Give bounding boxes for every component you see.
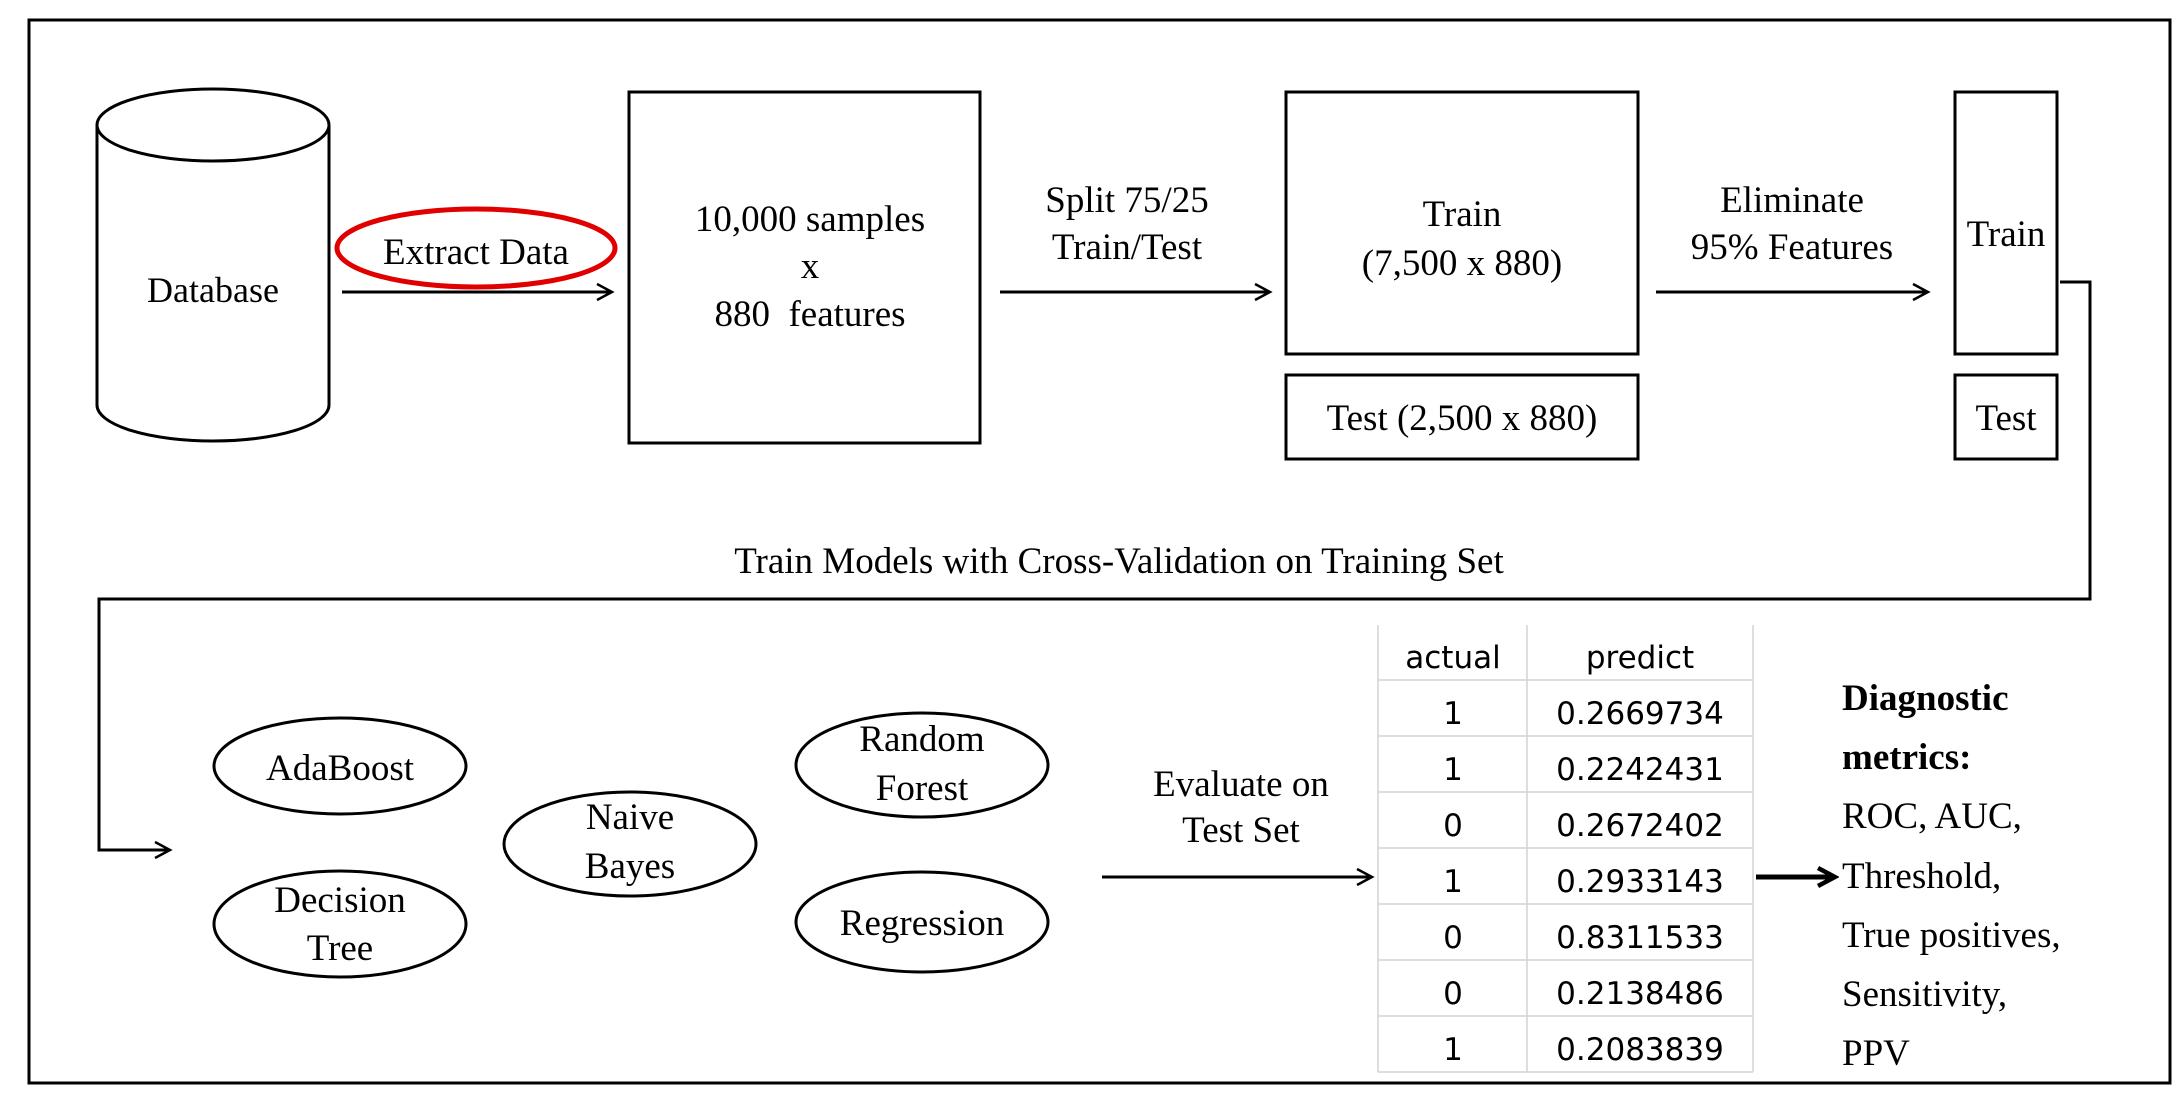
metrics-item: PPV	[1842, 1033, 1910, 1074]
metrics-item: True positives,	[1842, 915, 2061, 956]
samples-box	[627, 90, 982, 445]
results-table: actual predict 1 0.2669734 1 0.2242431 0…	[1377, 625, 1754, 1073]
row6-predict: 0.2138486	[1556, 976, 1724, 1012]
outer-frame	[27, 18, 2172, 1085]
test-small-box	[1953, 373, 2059, 461]
metrics-title-line1: Diagnostic	[1842, 678, 2009, 719]
metrics-item: Threshold,	[1842, 856, 2001, 897]
regression-ellipse	[794, 870, 1050, 974]
row7-predict: 0.2083839	[1556, 1032, 1724, 1068]
decision-tree-ellipse	[212, 869, 468, 979]
extract-data-label: Extract Data	[383, 232, 569, 273]
header-actual: actual	[1405, 640, 1500, 676]
samples-line1: 10,000 samples	[695, 199, 925, 240]
row4-predict: 0.2933143	[1556, 864, 1724, 900]
random-forest-line1: Random	[859, 719, 985, 760]
train-box	[1284, 90, 1640, 356]
train-small-label: Train	[1967, 214, 2046, 255]
row6-actual: 0	[1443, 976, 1463, 1012]
decision-tree-line2: Tree	[307, 928, 373, 969]
regression-label: Regression	[840, 903, 1004, 944]
train-box-line1: Train	[1423, 194, 1502, 235]
train-box-line2: (7,500 x 880)	[1362, 243, 1562, 284]
test-box	[1284, 373, 1640, 461]
extract-highlight-ellipse	[334, 206, 618, 290]
random-forest-ellipse	[794, 711, 1050, 819]
row4-actual: 1	[1443, 864, 1463, 900]
cv-connector-arrow	[97, 280, 2092, 860]
evaluate-line2: Test Set	[1182, 810, 1300, 851]
metrics-item: ROC, AUC,	[1842, 796, 2022, 837]
database-cylinder: Database	[95, 87, 331, 443]
row1-actual: 1	[1443, 696, 1463, 732]
train-small-box	[1953, 90, 2059, 356]
naive-bayes-line2: Bayes	[585, 846, 675, 887]
evaluate-line1: Evaluate on	[1153, 764, 1329, 805]
naive-bayes-ellipse	[502, 790, 758, 898]
adaboost-label: AdaBoost	[266, 748, 415, 789]
metrics-item: Sensitivity,	[1842, 974, 2007, 1015]
naive-bayes-line1: Naive	[586, 797, 674, 838]
row5-actual: 0	[1443, 920, 1463, 956]
eliminate-line1: Eliminate	[1720, 180, 1864, 221]
row7-actual: 1	[1443, 1032, 1463, 1068]
samples-line3: 880 features	[714, 294, 905, 335]
row2-predict: 0.2242431	[1556, 752, 1724, 788]
header-predict: predict	[1586, 640, 1694, 676]
test-small-label: Test	[1975, 398, 2037, 439]
samples-line2: x	[801, 246, 820, 287]
split-line1: Split 75/25	[1045, 180, 1208, 221]
test-box-label: Test (2,500 x 880)	[1327, 398, 1598, 439]
split-line2: Train/Test	[1052, 227, 1203, 268]
cv-caption: Train Models with Cross-Validation on Tr…	[734, 541, 1504, 582]
row1-predict: 0.2669734	[1556, 696, 1724, 732]
row2-actual: 1	[1443, 752, 1463, 788]
adaboost-ellipse	[212, 716, 468, 816]
row3-actual: 0	[1443, 808, 1463, 844]
decision-tree-line1: Decision	[274, 880, 406, 921]
random-forest-line2: Forest	[876, 768, 969, 809]
database-label: Database	[147, 270, 279, 310]
eliminate-line2: 95% Features	[1691, 227, 1893, 268]
row3-predict: 0.2672402	[1556, 808, 1724, 844]
row5-predict: 0.8311533	[1556, 920, 1724, 956]
metrics-title-line2: metrics:	[1842, 737, 1971, 778]
